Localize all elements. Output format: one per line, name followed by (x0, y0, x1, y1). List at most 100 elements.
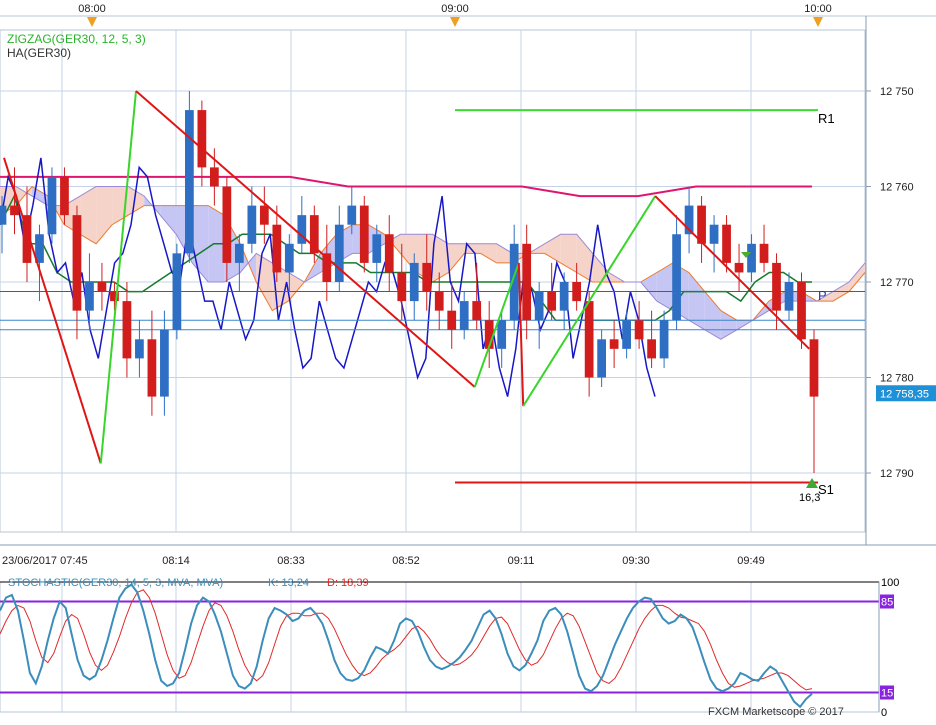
candle-body (784, 282, 794, 311)
cloud-segment (576, 234, 593, 282)
candle-body (484, 320, 494, 349)
candle-body (559, 282, 569, 311)
cloud-segment (32, 186, 49, 206)
candle-body (547, 291, 557, 311)
cloud-segment (160, 205, 177, 235)
zigzag-segment (473, 262, 520, 388)
candle-body (135, 339, 144, 359)
price-tick-label: 12 780 (880, 373, 914, 385)
candle-body (284, 243, 294, 273)
candle-body (259, 205, 269, 225)
candle-body (572, 282, 582, 302)
candle-body (397, 272, 407, 302)
time-marker-icon (450, 17, 460, 27)
candle-body (459, 301, 469, 330)
zigzag-segment (517, 262, 525, 407)
x-axis-label: 09:49 (737, 555, 765, 567)
candle-body (384, 234, 394, 273)
cloud-segment (16, 186, 33, 206)
candle-body (534, 291, 544, 321)
candle-body (509, 243, 519, 321)
zigzag-indicator-label[interactable]: ZIGZAG(GER30, 12, 5, 3) (7, 32, 146, 46)
zigzag-segment (99, 90, 137, 464)
candle-body (472, 301, 482, 321)
candle-body (409, 262, 419, 302)
buy-signal-arrow-icon[interactable] (806, 478, 818, 488)
candle-body (759, 243, 769, 263)
candle-body (185, 110, 194, 254)
candle-body (672, 234, 681, 321)
zigzag-segment (522, 195, 657, 407)
stochastic-k-label: K: 13,24 (268, 577, 309, 589)
stoch-level-badge (880, 685, 894, 700)
cloud-segment (496, 243, 513, 263)
candle-body (609, 339, 619, 349)
x-axis-label: 08:33 (277, 555, 305, 567)
stochastic-k-line (0, 583, 813, 709)
candle-body (722, 224, 731, 263)
candle-body (647, 339, 656, 359)
candle-body (747, 243, 756, 273)
candle-body (684, 205, 694, 235)
stochastic-d-line (0, 589, 813, 691)
time-marker-icon (87, 17, 97, 27)
current-price-label: 12 758,35 (880, 388, 929, 400)
cloud-segment (80, 186, 97, 244)
ha-indicator-label[interactable]: HA(GER30) (7, 46, 71, 60)
sell-signal-arrow-icon (741, 252, 751, 258)
cloud-line-b (0, 186, 866, 340)
stoch-level-badge (880, 594, 894, 609)
zigzag-segment (3, 157, 102, 464)
x-axis-label: 09:11 (508, 555, 535, 567)
cloud-segment (480, 243, 497, 263)
x-axis-label: 09:30 (622, 555, 650, 567)
candle-body (434, 291, 444, 311)
time-marker-icon (813, 17, 823, 27)
cloud-segment (432, 234, 449, 282)
candle-body (659, 320, 669, 359)
candle-body (634, 320, 644, 340)
candle-body (497, 320, 507, 349)
candle-body (172, 253, 182, 330)
candle-body (209, 167, 219, 187)
candle-body (110, 291, 119, 302)
top-time-label: 10:00 (804, 3, 832, 15)
cloud-segment (560, 234, 577, 273)
pivot-p-label: P (818, 288, 827, 303)
ha-line (0, 175, 812, 198)
cloud-segment (448, 243, 465, 273)
candle-body (97, 282, 107, 292)
candle-body (734, 262, 744, 273)
price-tick-label: 12 750 (880, 86, 914, 98)
stoch-level-label: 15 (881, 688, 893, 700)
x-axis-label: 08:52 (392, 555, 420, 567)
price-tick-label: 12 770 (880, 277, 914, 289)
candle-body (597, 339, 607, 378)
candle-body (622, 320, 631, 349)
price-tick-label: 12 760 (880, 182, 914, 194)
candle-body (334, 224, 344, 282)
stochastic-plot-area (0, 581, 880, 713)
x-axis-label: 08:14 (162, 555, 190, 567)
r1-label: R1 (818, 111, 835, 126)
candle-body (47, 176, 57, 235)
stochastic-d-label: D: 18,39 (327, 577, 369, 589)
candle-body (234, 243, 244, 263)
candle-body (309, 215, 319, 254)
candle-body (272, 224, 282, 273)
price-tick-label: 12 790 (880, 468, 914, 480)
cloud-segment (96, 186, 113, 244)
stoch-level-label: 0 (881, 707, 887, 719)
candle-body (35, 234, 44, 263)
candle-body (160, 329, 169, 397)
candle-body (422, 262, 432, 292)
candle-body (584, 301, 594, 378)
x-axis-label: 23/06/2017 07:45 (2, 555, 88, 567)
candle-body (522, 243, 532, 321)
candle-body (0, 205, 7, 225)
s1-label: S1 (818, 482, 834, 497)
candle-body (122, 301, 132, 359)
watermark-label: FXCM Marketscope © 2017 (708, 706, 844, 718)
candle-body (297, 215, 307, 244)
stochastic-indicator-label[interactable]: STOCHASTIC(GER30, 14, 5, 3, MVA, MVA) (8, 577, 223, 589)
